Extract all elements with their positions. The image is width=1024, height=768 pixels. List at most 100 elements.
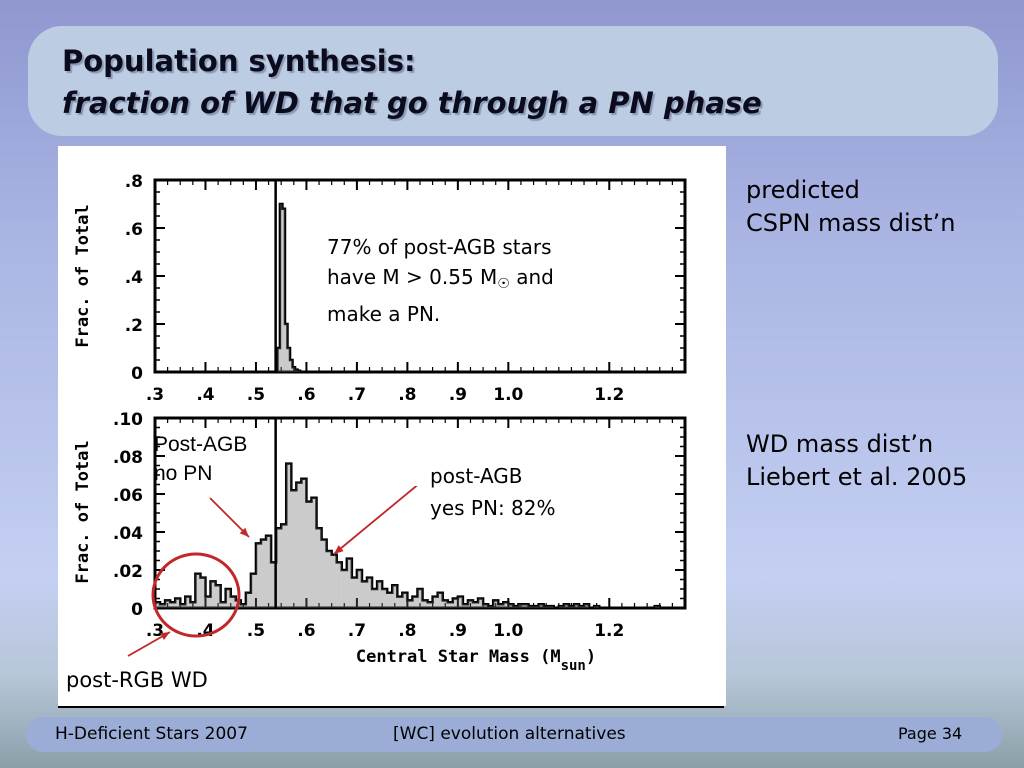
histogram-bar (452, 598, 458, 608)
histogram-bar (261, 539, 267, 608)
histogram-bar (518, 604, 524, 608)
histogram-bar (215, 585, 221, 608)
title-banner (28, 26, 998, 136)
histogram-bar (292, 367, 296, 372)
histogram-bar (478, 598, 484, 608)
histogram-bar (175, 598, 181, 608)
histogram-bar (493, 600, 499, 608)
x-tick-label: .6 (297, 621, 315, 641)
histogram-figure: 0 .2 .4 .6 .8 .3 .4 .5 .6 .7 .8 .9 1.0 1.2 Frac. of To… (73, 172, 687, 674)
histogram-bar (281, 524, 287, 608)
histogram-series (153, 462, 662, 610)
wd-note-line-2: Liebert et al. 2005 (746, 463, 968, 491)
cspn-distribution-note: predicted CSPN mass dist’n (746, 174, 955, 240)
post-agb-yes-pn-line-1: post-AGB (430, 464, 523, 488)
histogram-bar (301, 478, 307, 608)
x-tick-label: 1.2 (594, 385, 624, 405)
histogram-bar (286, 463, 292, 608)
histogram-bar (271, 562, 277, 608)
histogram-bar (255, 543, 261, 608)
histogram-bar (392, 585, 398, 608)
histogram-bar (284, 324, 288, 372)
histogram-bar (245, 592, 251, 608)
histogram-bar (180, 604, 186, 608)
histogram-bar (568, 606, 574, 608)
histogram-bar (442, 600, 448, 608)
histogram-bar (513, 606, 519, 608)
histogram-bar (155, 602, 161, 608)
y-tick-label: .06 (113, 486, 143, 506)
histogram-bar (407, 600, 413, 608)
histogram-bar (276, 528, 282, 608)
histogram-bar (321, 539, 327, 608)
y-tick-label: .6 (125, 220, 143, 240)
histogram-bar (402, 592, 408, 608)
pn-fraction-line-1: 77% of post-AGB stars (327, 235, 552, 259)
histogram-bar (483, 604, 489, 608)
pn-fraction-annotation: 77% of post-AGB stars have M > 0.55 M☉ a… (327, 232, 554, 329)
histogram-bar (336, 562, 342, 608)
histogram-bar (457, 596, 463, 608)
histogram-bar (422, 600, 428, 608)
x-tick-label: .6 (297, 385, 315, 405)
histogram-bar (594, 606, 600, 608)
y-tick-label: .8 (125, 172, 143, 192)
footer-conference: H-Deficient Stars 2007 (55, 724, 248, 744)
histogram-bar (326, 551, 332, 608)
y-tick-label: 0 (131, 364, 143, 384)
footer-bar (26, 717, 1002, 752)
histogram-bar (412, 596, 418, 608)
histogram-bar (225, 589, 231, 608)
x-tick-label: .3 (146, 385, 164, 405)
histogram-bar (311, 497, 317, 608)
x-tick-label: 1.0 (493, 385, 523, 405)
histogram-bar (361, 581, 367, 608)
histogram-bar (279, 204, 283, 372)
histogram-bar (331, 554, 337, 608)
histogram-bar (372, 589, 378, 608)
pn-fraction-line-2-text: have M > 0.55 M (327, 265, 498, 289)
histogram-bar (377, 581, 383, 608)
histogram-bar (220, 602, 226, 608)
histogram-bar (488, 606, 494, 608)
histogram-bar (266, 535, 272, 608)
x-axis-label-subscript: sun (561, 658, 586, 674)
post-agb-no-pn-line-1: Post-AGB (154, 433, 248, 456)
histogram-bar (185, 596, 191, 608)
x-tick-label: .9 (449, 385, 467, 405)
x-tick-label: .8 (398, 385, 416, 405)
arrow-to-post-agb-yes-pn-head (334, 545, 344, 554)
x-tick-label: .5 (247, 385, 265, 405)
x-tick-label: .8 (398, 621, 416, 641)
histogram-bar (295, 369, 298, 372)
histogram-bar (250, 573, 256, 608)
histogram-bar (306, 501, 312, 608)
post-agb-no-pn-label: Post-AGB no PN (154, 430, 247, 488)
y-tick-label: .02 (113, 562, 143, 582)
histogram-bar (230, 596, 236, 608)
x-tick-label: .7 (348, 621, 366, 641)
post-agb-yes-pn-label: post-AGB yes PN: 82% (430, 460, 556, 524)
histogram-bar (382, 589, 388, 608)
histogram-bar (346, 558, 352, 608)
histogram-bar (387, 592, 393, 608)
x-tick-label: .4 (196, 385, 214, 405)
figure-panel: 0 .2 .4 .6 .8 .3 .4 .5 .6 .7 .8 .9 1.0 1.2 Frac. of To… (58, 146, 726, 706)
cspn-note-line-2: CSPN mass dist’n (746, 209, 956, 237)
histogram-bar (277, 348, 280, 372)
histogram-bar (584, 604, 590, 608)
histogram-bar (367, 577, 373, 608)
slide-title-line-1: Population synthesis: (62, 44, 416, 78)
histogram-bar (558, 606, 564, 608)
histogram-bar (523, 604, 529, 608)
y-axis-label: Frac. of Total (73, 204, 93, 347)
text-backdrop (307, 240, 329, 264)
post-rgb-highlight-circle (151, 552, 241, 638)
wd-note-line-1: WD mass dist’n (746, 430, 934, 458)
histogram-bar (533, 606, 539, 608)
histogram-bar (437, 592, 443, 608)
histogram-bar (296, 482, 302, 608)
arrow-to-post-rgb-head (160, 632, 170, 640)
x-tick-label: 1.2 (594, 621, 624, 641)
histogram-bar (190, 602, 196, 608)
